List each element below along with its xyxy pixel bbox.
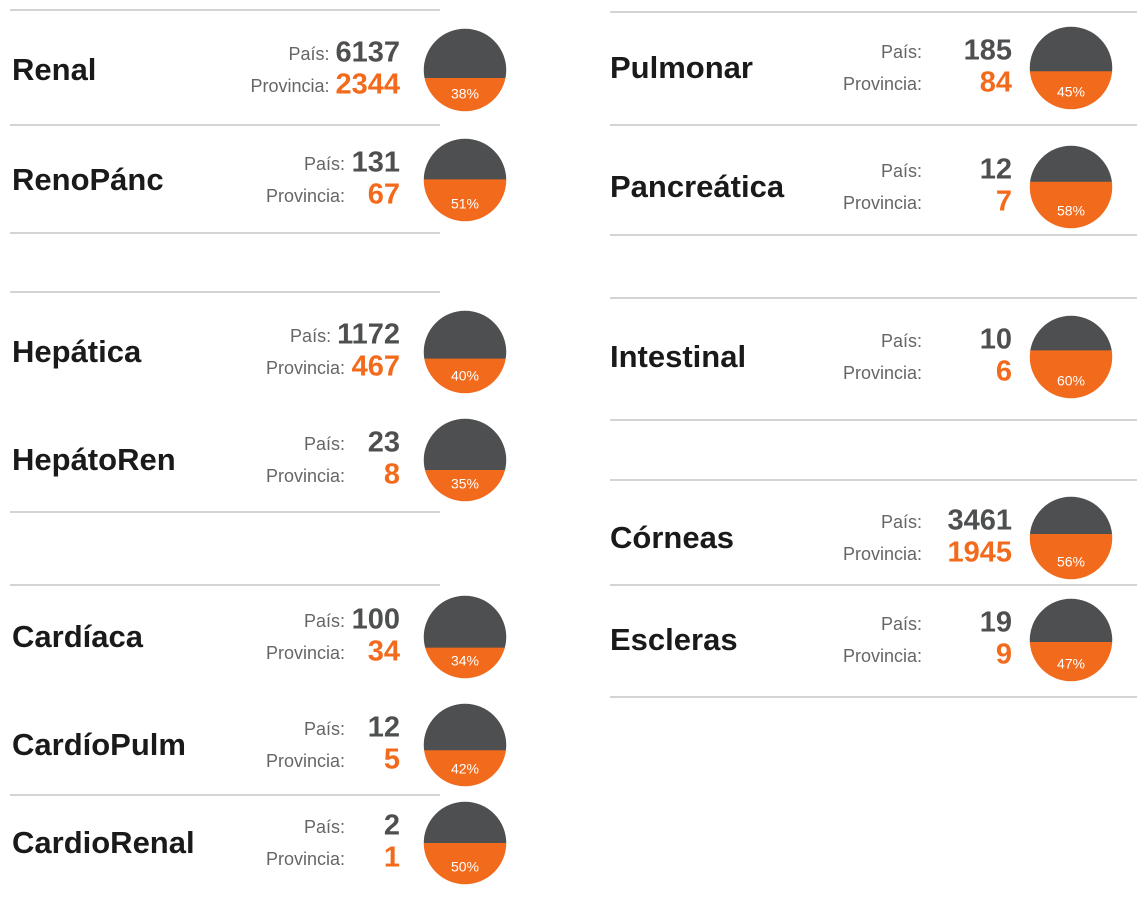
country-value: 12 bbox=[368, 712, 400, 744]
country-value: 131 bbox=[352, 147, 400, 179]
gauge-ring bbox=[422, 137, 508, 223]
country-value: 23 bbox=[368, 427, 400, 459]
province-value: 9 bbox=[996, 639, 1012, 671]
country-value: 185 bbox=[964, 35, 1012, 67]
country-label: País: bbox=[881, 42, 922, 62]
gauge-fill bbox=[1029, 641, 1113, 682]
percent-label: 34% bbox=[451, 653, 479, 669]
gauge-fill bbox=[1029, 350, 1113, 399]
province-label: Provincia: bbox=[266, 466, 345, 486]
province-value: 1945 bbox=[947, 537, 1012, 569]
gauge-fill bbox=[423, 358, 507, 395]
province-label: Provincia: bbox=[250, 76, 329, 96]
gauge-fill bbox=[424, 647, 506, 680]
country-value: 100 bbox=[352, 604, 400, 636]
country-value: 2 bbox=[384, 810, 400, 842]
gauge-fill bbox=[424, 469, 506, 502]
country-value: 19 bbox=[980, 607, 1012, 639]
gauge-ring bbox=[422, 27, 508, 113]
province-value: 8 bbox=[384, 459, 400, 491]
province-label: Provincia: bbox=[843, 193, 922, 213]
separators bbox=[10, 9, 1137, 796]
gauge-ring bbox=[1028, 144, 1114, 230]
country-label: País: bbox=[304, 817, 345, 837]
percent-label: 38% bbox=[451, 86, 479, 102]
province-label: Provincia: bbox=[843, 363, 922, 383]
province-label: Provincia: bbox=[843, 74, 922, 94]
percent-label: 58% bbox=[1057, 203, 1085, 219]
country-label: País: bbox=[881, 512, 922, 532]
province-label: Provincia: bbox=[266, 643, 345, 663]
gauge-ring bbox=[422, 800, 508, 886]
organ-name: CardíoPulm bbox=[12, 727, 186, 762]
country-label: País: bbox=[304, 154, 345, 174]
organ-name: RenoPánc bbox=[12, 162, 164, 197]
gauge-fill bbox=[423, 179, 507, 223]
country-value: 10 bbox=[980, 324, 1012, 356]
organ-name: HepátoRen bbox=[12, 442, 176, 477]
gauge-ring bbox=[422, 309, 508, 395]
organ-name: Cardíaca bbox=[12, 619, 144, 654]
organ-name: Renal bbox=[12, 52, 96, 87]
province-value: 467 bbox=[352, 351, 400, 383]
gauge-ring bbox=[422, 702, 508, 788]
percent-label: 50% bbox=[451, 859, 479, 875]
province-value: 5 bbox=[384, 744, 400, 776]
country-label: País: bbox=[288, 44, 329, 64]
gauge-ring bbox=[1028, 495, 1114, 581]
gauge-ring bbox=[422, 594, 508, 680]
country-value: 3461 bbox=[947, 505, 1012, 537]
province-label: Provincia: bbox=[266, 849, 345, 869]
country-label: País: bbox=[881, 614, 922, 634]
organ-name: CardioRenal bbox=[12, 825, 195, 860]
province-value: 1 bbox=[384, 842, 400, 874]
percent-label: 42% bbox=[451, 761, 479, 777]
percent-label: 35% bbox=[451, 476, 479, 492]
province-label: Provincia: bbox=[266, 186, 345, 206]
gauge-ring bbox=[1028, 597, 1114, 683]
gauge-ring bbox=[1028, 314, 1114, 400]
percent-label: 47% bbox=[1057, 656, 1085, 672]
percent-label: 51% bbox=[451, 196, 479, 212]
gauge-ring bbox=[422, 417, 508, 503]
gauge-fill bbox=[1029, 534, 1113, 580]
province-label: Provincia: bbox=[266, 358, 345, 378]
organ-name: Hepática bbox=[12, 334, 142, 369]
province-label: Provincia: bbox=[843, 646, 922, 666]
gauge-ring bbox=[1028, 25, 1114, 111]
province-value: 34 bbox=[368, 636, 400, 668]
percent-label: 40% bbox=[451, 368, 479, 384]
province-value: 2344 bbox=[335, 69, 400, 101]
gauge-fill bbox=[423, 843, 507, 885]
organ-name: Escleras bbox=[610, 622, 738, 657]
country-label: País: bbox=[304, 719, 345, 739]
percent-label: 60% bbox=[1057, 373, 1085, 389]
province-label: Provincia: bbox=[266, 751, 345, 771]
country-label: País: bbox=[304, 434, 345, 454]
province-value: 67 bbox=[368, 179, 400, 211]
percent-label: 56% bbox=[1057, 554, 1085, 570]
country-label: País: bbox=[290, 326, 331, 346]
country-value: 1172 bbox=[337, 319, 400, 351]
gauge-fill bbox=[423, 750, 507, 788]
province-value: 6 bbox=[996, 356, 1012, 388]
gauge-fill bbox=[1029, 71, 1113, 110]
country-value: 6137 bbox=[335, 37, 400, 69]
percent-label: 45% bbox=[1057, 84, 1085, 100]
province-value: 84 bbox=[980, 67, 1012, 99]
gauge-fill bbox=[423, 77, 507, 112]
organ-name: Pancreática bbox=[610, 169, 785, 204]
organ-name: Córneas bbox=[610, 520, 734, 555]
province-label: Provincia: bbox=[843, 544, 922, 564]
country-label: País: bbox=[881, 161, 922, 181]
organ-name: Pulmonar bbox=[610, 50, 753, 85]
country-label: País: bbox=[881, 331, 922, 351]
province-value: 7 bbox=[996, 186, 1012, 218]
gauge-fill bbox=[1029, 181, 1113, 230]
country-value: 12 bbox=[980, 154, 1012, 186]
country-label: País: bbox=[304, 611, 345, 631]
organ-name: Intestinal bbox=[610, 339, 746, 374]
